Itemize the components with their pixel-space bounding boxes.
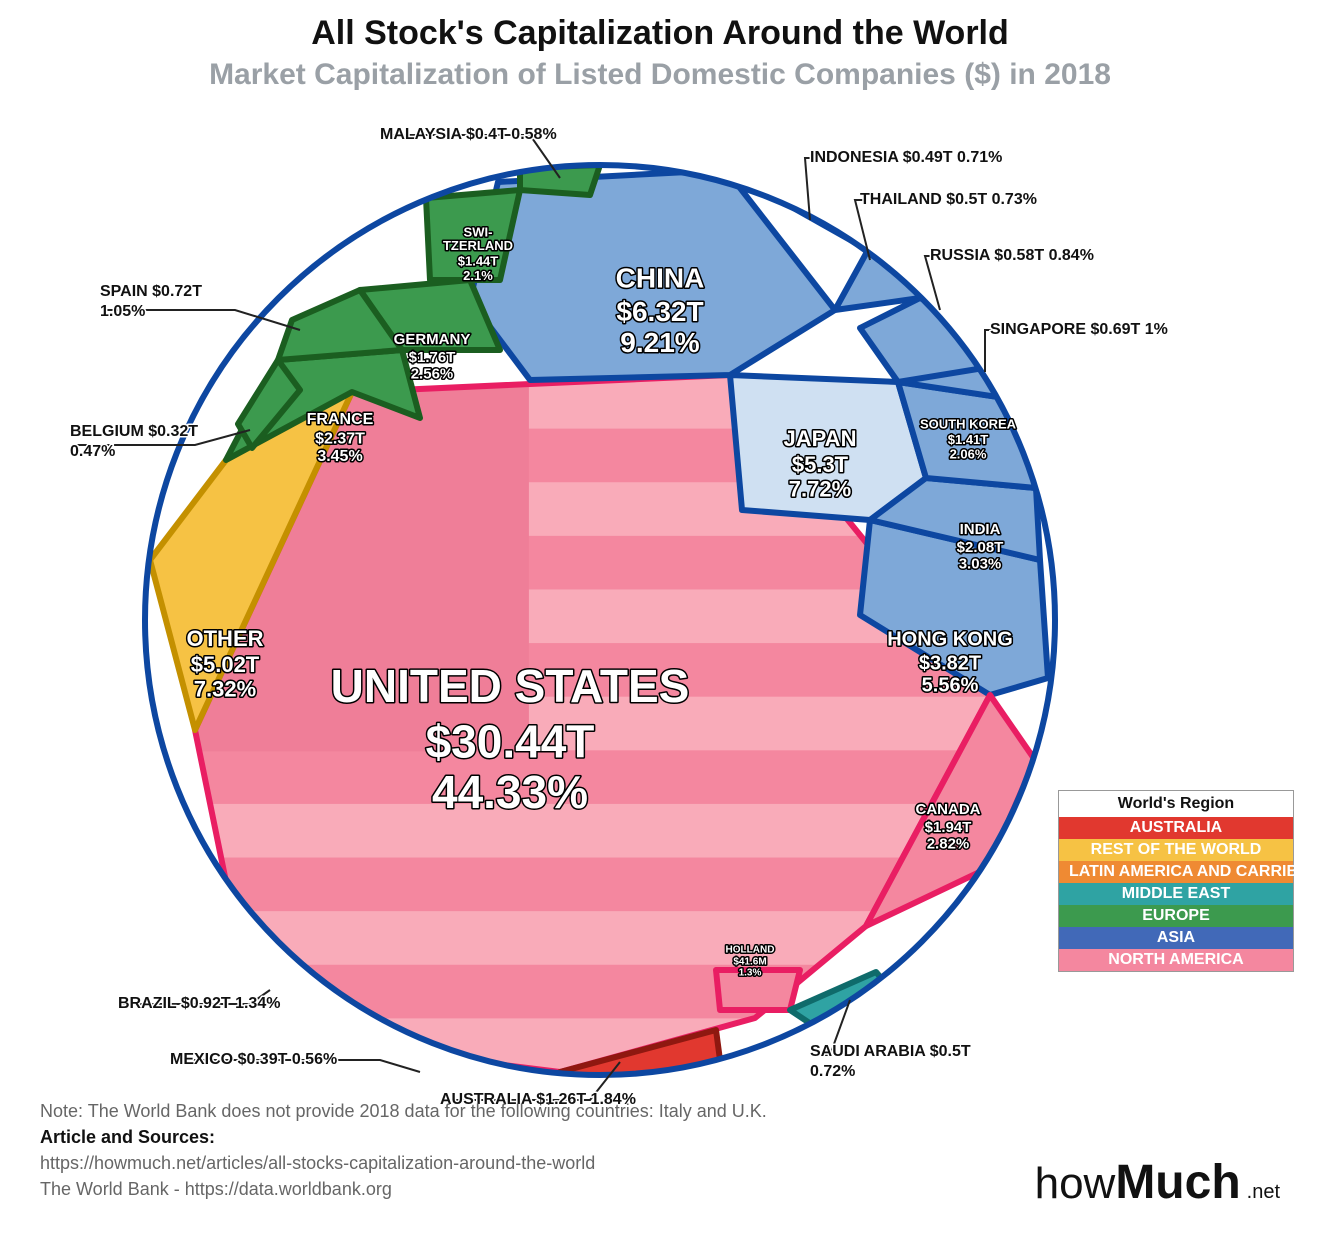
svg-text:BELGIUM $0.32T: BELGIUM $0.32T <box>70 423 198 440</box>
svg-text:HONG KONG: HONG KONG <box>887 628 1013 650</box>
svg-text:$3.82T: $3.82T <box>919 652 981 674</box>
svg-text:SOUTH KOREA: SOUTH KOREA <box>920 416 1017 431</box>
legend-row: LATIN AMERICA AND CARRIBEAN <box>1059 861 1293 883</box>
source-link-2: The World Bank - https://data.worldbank.… <box>40 1179 392 1200</box>
svg-text:$6.32T: $6.32T <box>616 296 703 327</box>
svg-text:JAPAN: JAPAN <box>784 426 857 451</box>
voronoi-pie-chart: UNITED STATES$30.44T44.33% CHINA$6.32T9.2… <box>0 0 1320 1234</box>
legend-row: NORTH AMERICA <box>1059 949 1293 971</box>
svg-text:CHINA: CHINA <box>616 262 705 293</box>
legend-row: AUSTRALIA <box>1059 817 1293 839</box>
svg-text:1.3%: 1.3% <box>739 968 762 979</box>
svg-text:TZERLAND: TZERLAND <box>443 238 513 253</box>
legend-row: REST OF THE WORLD <box>1059 839 1293 861</box>
svg-text:HOLLAND: HOLLAND <box>726 945 775 956</box>
svg-text:GERMANY: GERMANY <box>394 331 471 348</box>
source-link-1: https://howmuch.net/articles/all-stocks-… <box>40 1153 595 1174</box>
svg-text:$1.76T: $1.76T <box>409 349 456 366</box>
svg-text:9.21%: 9.21% <box>620 327 699 358</box>
svg-text:SPAIN $0.72T: SPAIN $0.72T <box>100 283 202 300</box>
svg-text:2.1%: 2.1% <box>463 268 493 283</box>
svg-text:3.45%: 3.45% <box>317 448 362 465</box>
svg-text:$2.37T: $2.37T <box>315 430 365 447</box>
svg-text:44.33%: 44.33% <box>432 766 588 818</box>
infographic-stage: All Stock's Capitalization Around the Wo… <box>0 0 1320 1234</box>
svg-text:MEXICO $0.39T 0.56%: MEXICO $0.39T 0.56% <box>170 1051 337 1068</box>
brand-logo: howMuch.net <box>1035 1155 1280 1210</box>
segment-mexico <box>390 1052 470 1090</box>
legend-row: EUROPE <box>1059 905 1293 927</box>
legend-title: World's Region <box>1059 791 1293 817</box>
svg-text:3.03%: 3.03% <box>959 555 1002 572</box>
svg-text:5.56%: 5.56% <box>922 674 979 696</box>
svg-text:2.56%: 2.56% <box>411 365 454 382</box>
legend: World's Region AUSTRALIAREST OF THE WORL… <box>1058 790 1294 972</box>
svg-text:2.06%: 2.06% <box>950 446 987 461</box>
svg-text:1.05%: 1.05% <box>100 303 145 320</box>
svg-text:7.72%: 7.72% <box>789 476 851 501</box>
svg-text:UNITED STATES: UNITED STATES <box>331 660 690 712</box>
svg-text:THAILAND $0.5T 0.73%: THAILAND $0.5T 0.73% <box>860 191 1037 208</box>
svg-text:$30.44T: $30.44T <box>426 715 595 767</box>
svg-text:0.72%: 0.72% <box>810 1063 855 1080</box>
svg-text:$5.02T: $5.02T <box>191 652 260 677</box>
svg-text:MALAYSIA $0.4T 0.58%: MALAYSIA $0.4T 0.58% <box>380 126 557 143</box>
svg-text:7.32%: 7.32% <box>194 676 256 701</box>
svg-text:INDONESIA $0.49T 0.71%: INDONESIA $0.49T 0.71% <box>810 149 1002 166</box>
svg-text:$5.3T: $5.3T <box>792 452 849 477</box>
svg-text:$2.08T: $2.08T <box>957 539 1004 556</box>
svg-text:CANADA: CANADA <box>916 801 981 818</box>
svg-text:OTHER: OTHER <box>187 626 264 651</box>
svg-text:0.47%: 0.47% <box>70 443 115 460</box>
svg-text:$41.6M: $41.6M <box>733 957 766 968</box>
legend-row: ASIA <box>1059 927 1293 949</box>
svg-text:FRANCE: FRANCE <box>307 411 374 428</box>
sources-label: Article and Sources: <box>40 1127 215 1148</box>
legend-row: MIDDLE EAST <box>1059 883 1293 905</box>
svg-text:SINGAPORE $0.69T 1%: SINGAPORE $0.69T 1% <box>990 321 1168 338</box>
svg-text:$1.94T: $1.94T <box>925 819 972 836</box>
svg-text:$1.44T: $1.44T <box>458 254 499 269</box>
svg-text:SAUDI ARABIA $0.5T: SAUDI ARABIA $0.5T <box>810 1043 971 1060</box>
svg-text:$1.41T: $1.41T <box>948 432 989 447</box>
svg-text:INDIA: INDIA <box>960 521 1001 538</box>
svg-text:BRAZIL $0.92T 1.34%: BRAZIL $0.92T 1.34% <box>118 995 280 1012</box>
footnote: Note: The World Bank does not provide 20… <box>40 1101 767 1122</box>
svg-text:RUSSIA $0.58T 0.84%: RUSSIA $0.58T 0.84% <box>930 247 1094 264</box>
svg-text:2.82%: 2.82% <box>927 835 970 852</box>
